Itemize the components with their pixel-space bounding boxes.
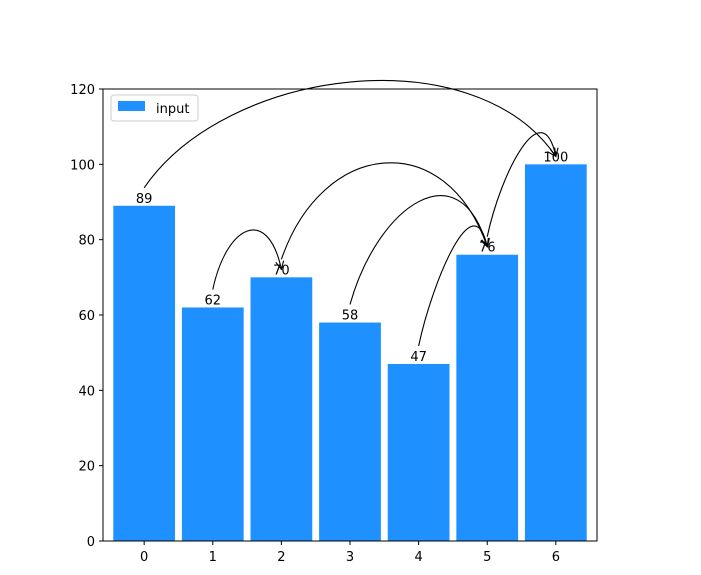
arrow-3-to-5 [349,195,487,305]
data-labels-layer: 89 62 70 58 47 76 100 [136,150,568,365]
x-tick-label-4: 4 [414,550,422,565]
y-tick-label-0: 0 [87,535,95,550]
arrow-0-to-6 [143,80,556,189]
x-tick-label-3: 3 [346,550,354,565]
data-label-4: 47 [410,350,427,365]
data-label-1: 62 [205,293,222,308]
y-tick-label-120: 120 [70,83,95,98]
bar-3 [319,322,381,541]
x-tick-label-1: 1 [209,550,217,565]
bars-layer [113,164,587,542]
legend: input [110,94,199,122]
y-tick-label-100: 100 [70,158,95,173]
data-label-6: 100 [543,150,568,165]
arrows-layer [143,80,556,347]
data-label-0: 89 [136,192,153,207]
arrow-2-to-5 [280,162,487,260]
bar-0 [113,205,176,541]
x-tick-label-6: 6 [552,550,560,565]
arrow-5-to-6 [486,132,556,237]
axes-layer: 0 20 40 60 80 100 120 0 1 2 3 4 5 6 [70,83,598,565]
data-label-2: 70 [273,263,290,278]
x-tick-label-5: 5 [483,550,491,565]
data-label-3: 58 [342,309,359,324]
legend-swatch-input [118,101,145,111]
bar-4 [387,363,450,541]
x-tick-label-0: 0 [140,550,148,565]
x-tick-label-2: 2 [277,550,285,565]
bar-1 [181,307,244,541]
arrow-1-to-2 [212,229,282,290]
arrow-4-to-5 [418,225,488,347]
y-tick-label-20: 20 [78,460,95,475]
bar-2 [250,277,313,541]
bar-6 [524,164,587,542]
legend-label-input: input [156,102,189,117]
y-tick-label-80: 80 [78,234,95,249]
y-tick-label-40: 40 [78,384,95,399]
data-label-5: 76 [479,241,496,256]
bar-5 [456,254,519,541]
y-tick-label-60: 60 [78,309,95,324]
